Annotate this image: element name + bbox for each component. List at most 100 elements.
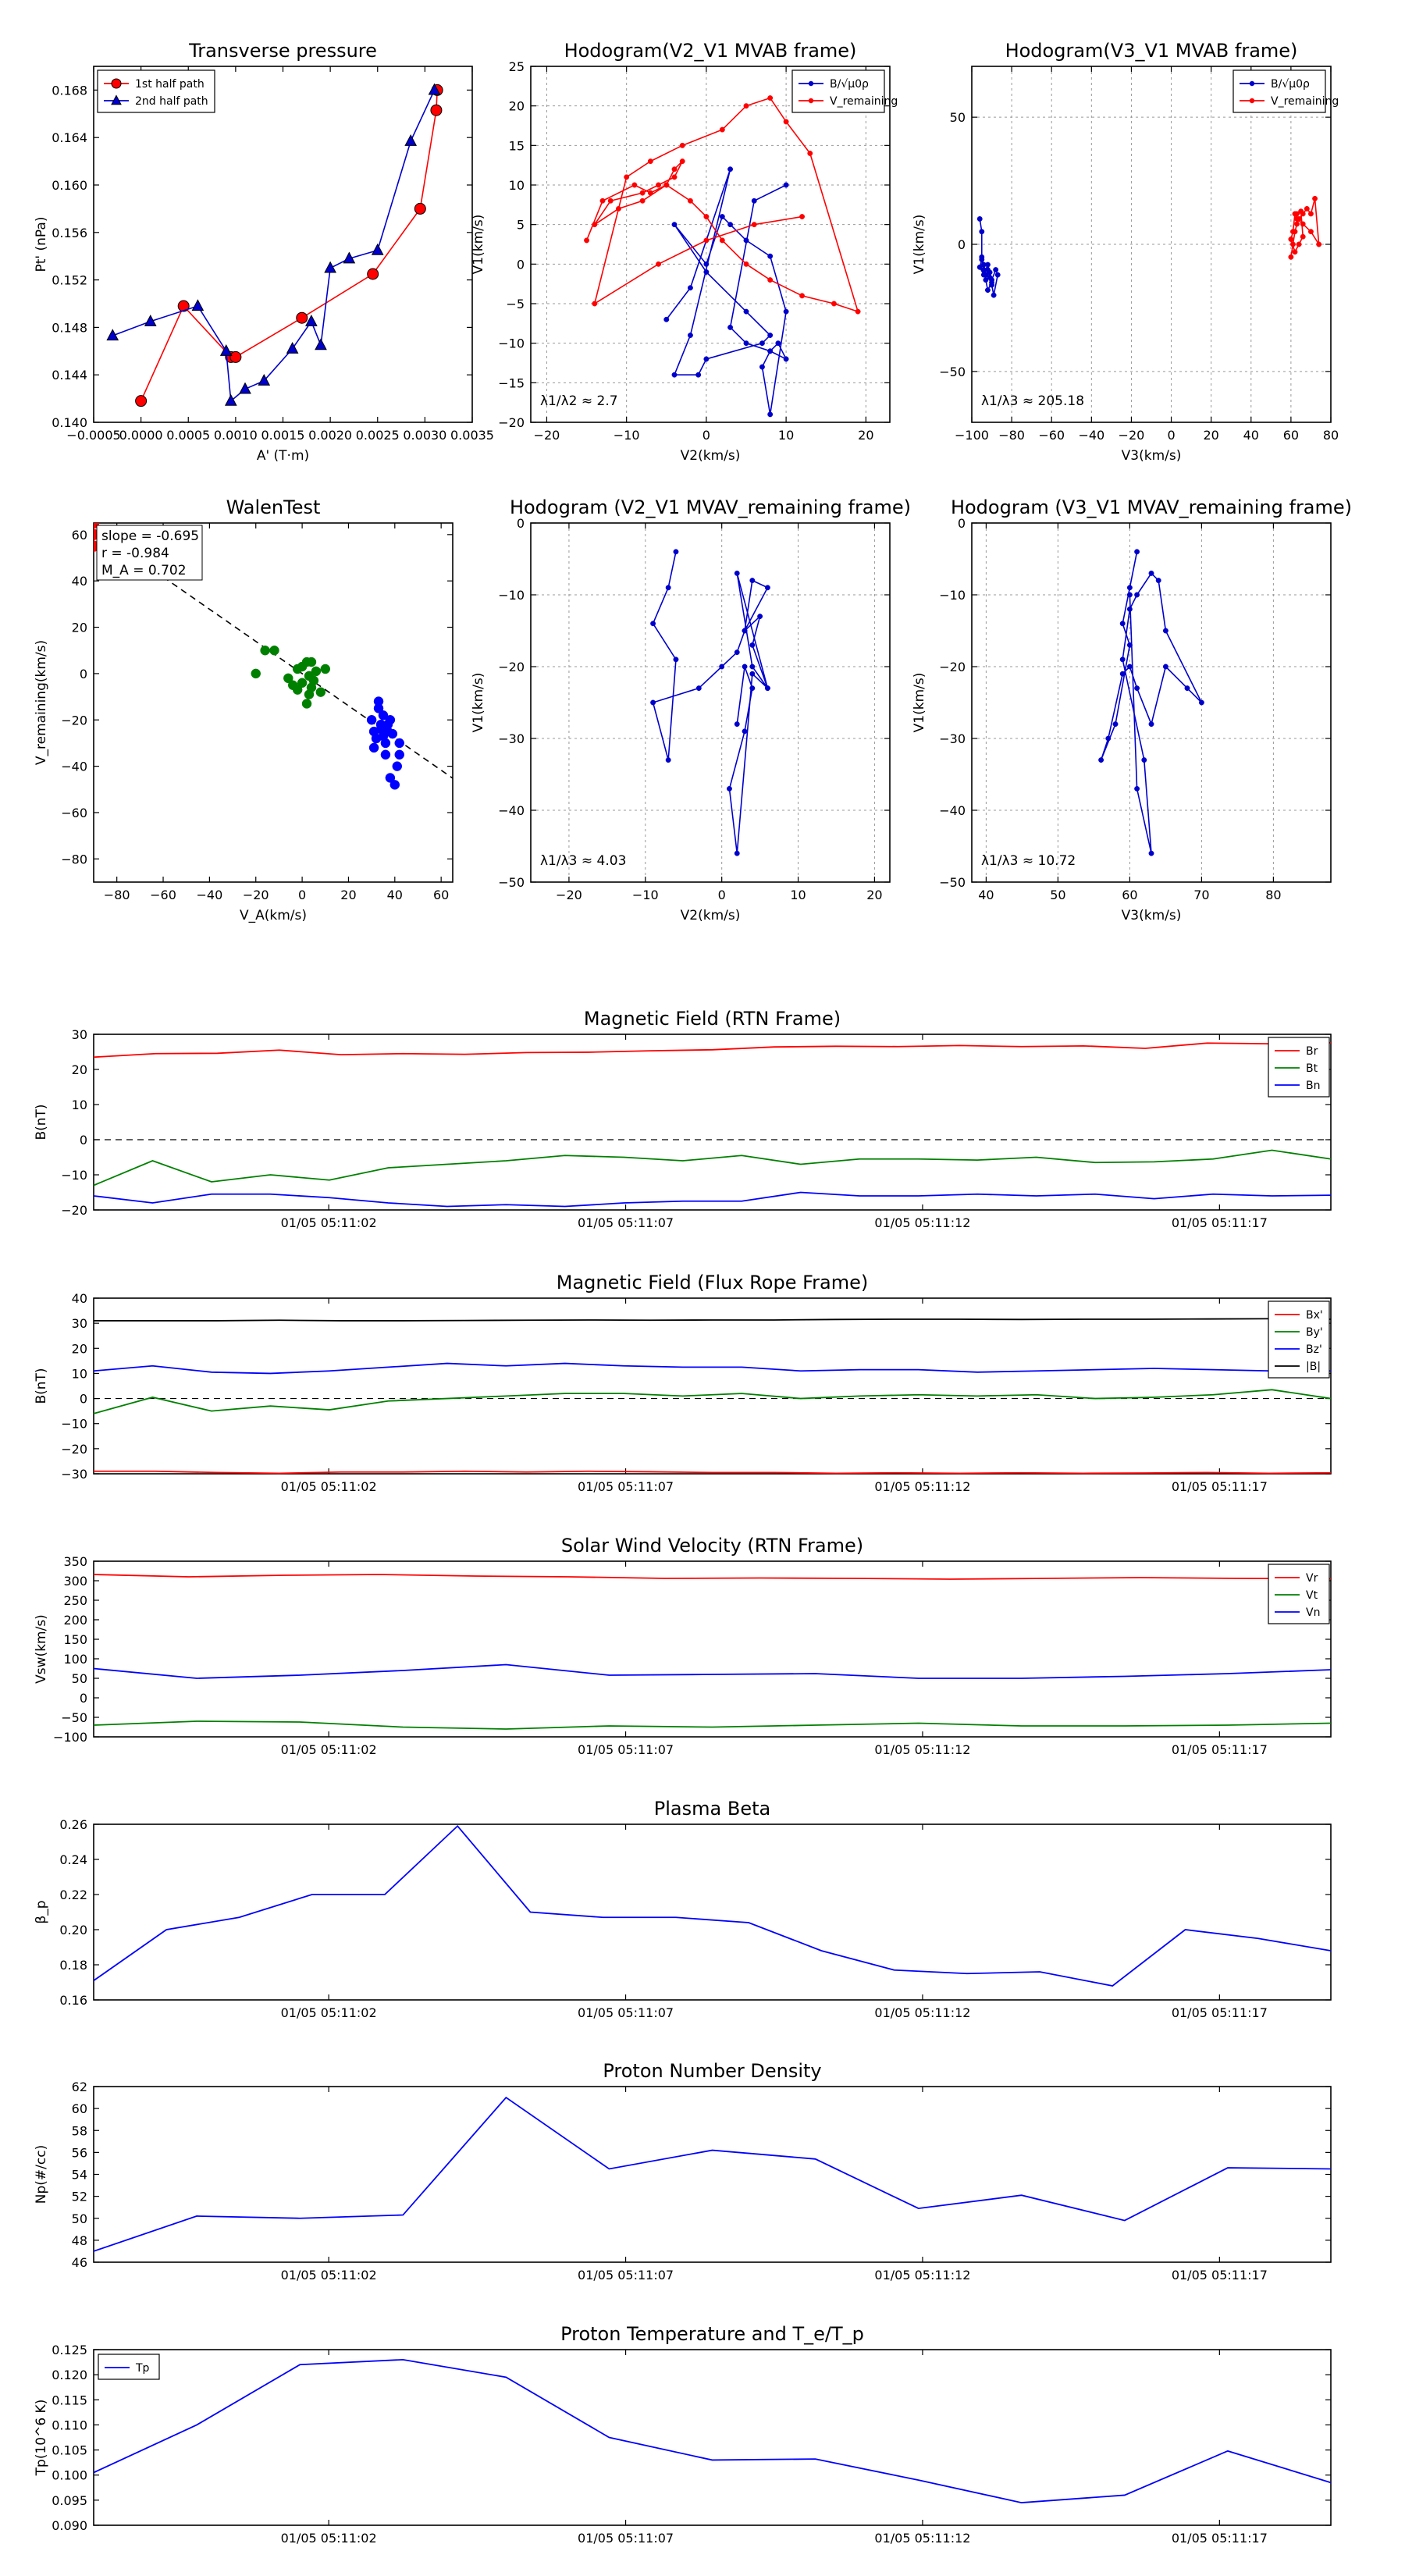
chart-title: WalenTest: [226, 496, 321, 518]
y-tick-label: −30: [498, 731, 525, 746]
y-tick-label: 0: [80, 1133, 87, 1147]
data-point: [984, 287, 991, 294]
y-tick-label: −10: [61, 1168, 87, 1183]
y-tick-label: 52: [72, 2190, 87, 2204]
chart-bfield: −20 −10 0 10 20 30 Magnetic Field (RTN Frame) B…: [34, 1008, 1332, 1230]
data-point: [743, 340, 749, 347]
x-tick-label: −40: [197, 888, 223, 902]
chart-h3: −50 −40 −30 −20 −10 0 −20 −10 0 10 20 Hodogram (V2_…: [471, 496, 911, 923]
y-tick-label: −30: [61, 1467, 87, 1482]
x-tick-label: 10: [790, 888, 806, 902]
data-point: [306, 656, 317, 667]
y-axis-label: V1(km/s): [471, 673, 486, 733]
y-tick-label: 0.20: [59, 1923, 87, 1937]
y-tick-label: 0: [80, 1392, 87, 1407]
axes-frame: [971, 66, 1332, 423]
x-tick-label: 01/05 05:11:02: [281, 1215, 377, 1230]
y-tick-label: 0.24: [59, 1852, 87, 1867]
data-point: [742, 628, 748, 634]
data-point: [106, 329, 119, 341]
data-point: [1288, 254, 1294, 260]
data-point: [144, 315, 157, 326]
x-tick-label: 01/05 05:11:07: [578, 1215, 674, 1230]
x-tick-label: 01/05 05:11:12: [874, 2268, 970, 2282]
legend-marker: [111, 94, 122, 105]
data-point: [656, 261, 662, 267]
y-tick-label: 50: [950, 110, 966, 125]
y-tick-label: 350: [63, 1554, 87, 1569]
y-tick-label: −10: [498, 336, 525, 351]
data-point: [392, 761, 403, 771]
y-tick-label: 20: [72, 621, 87, 635]
data-point: [592, 222, 598, 228]
y-axis-label: β_p: [34, 1900, 49, 1923]
data-point: [759, 340, 765, 347]
data-point: [389, 780, 400, 790]
data-point: [767, 411, 774, 418]
legend-marker: [1249, 98, 1255, 104]
y-axis-label: Np(#/cc): [34, 2145, 49, 2204]
data-point: [414, 202, 426, 215]
y-tick-label: 0.105: [52, 2443, 87, 2458]
x-tick-label: −10: [614, 428, 640, 443]
x-tick-label: 0: [718, 888, 726, 902]
y-axis-label: B(nT): [34, 1368, 49, 1404]
y-tick-label: 0.144: [52, 368, 87, 382]
y-tick-label: −20: [498, 660, 525, 674]
data-point: [371, 243, 384, 255]
legend-box: [97, 69, 215, 113]
y-tick-label: 0: [80, 667, 87, 681]
legend-box: [1232, 69, 1326, 113]
series-line: [1100, 551, 1203, 854]
y-tick-label: 0.090: [52, 2518, 87, 2533]
series-line: [93, 1041, 1332, 1059]
data-point: [734, 850, 740, 856]
x-tick-label: −60: [1038, 428, 1065, 443]
plot-area: [584, 95, 861, 418]
eigen-ratio-label: λ1/λ2 ≈ 2.7: [540, 393, 618, 409]
data-point: [703, 356, 710, 362]
data-point: [1162, 628, 1168, 634]
data-point: [1304, 205, 1310, 212]
data-point: [378, 710, 389, 720]
y-tick-label: 48: [72, 2233, 87, 2248]
data-point: [767, 95, 774, 101]
data-point: [976, 264, 983, 270]
y-tick-label: 60: [72, 2101, 87, 2116]
eigen-ratio-label: λ1/λ3 ≈ 4.03: [540, 853, 626, 869]
x-tick-label: 60: [1283, 428, 1299, 443]
series-line: [93, 1824, 1332, 1987]
data-point: [1294, 221, 1300, 227]
y-tick-label: −40: [61, 760, 87, 774]
data-point: [979, 229, 985, 235]
data-point: [703, 237, 710, 244]
y-tick-label: 0.120: [52, 2368, 87, 2382]
data-point: [1134, 549, 1140, 555]
eigen-ratio-label: λ1/λ3 ≈ 10.72: [981, 853, 1076, 869]
x-tick-label: 0: [1167, 428, 1175, 443]
data-point: [687, 285, 693, 291]
y-tick-label: 0.18: [59, 1958, 87, 1973]
y-tick-label: 30: [72, 1316, 87, 1331]
data-point: [624, 174, 630, 180]
data-point: [1162, 664, 1168, 670]
legend-label: Bt: [1306, 1062, 1318, 1075]
data-point: [301, 699, 312, 709]
data-point: [1307, 229, 1314, 235]
chart-vsw: −100 −50 0 50 100 150 200 250 300 350 Solar Wind V…: [34, 1535, 1332, 1757]
y-tick-label: 40: [72, 1291, 87, 1306]
data-point: [719, 126, 725, 133]
x-tick-label: 20: [866, 888, 882, 902]
y-tick-label: 0.110: [52, 2418, 87, 2432]
data-point: [673, 656, 679, 663]
data-point: [976, 215, 983, 222]
series-line: [93, 2358, 1332, 2503]
data-point: [135, 395, 148, 407]
axes-frame: [530, 522, 891, 883]
data-point: [296, 311, 308, 324]
legend-marker: [111, 78, 122, 89]
legend-box: [1268, 1037, 1330, 1098]
y-tick-label: 0.160: [52, 178, 87, 193]
series-line: [93, 1663, 1332, 1679]
x-axis-label: V_A(km/s): [240, 908, 307, 923]
